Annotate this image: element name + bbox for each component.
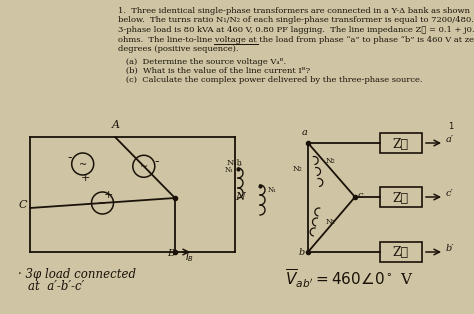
Text: b: b bbox=[299, 248, 305, 257]
Bar bbox=[380, 242, 422, 262]
Text: (c)  Calculate the complex power delivered by the three-phase source.: (c) Calculate the complex power delivere… bbox=[118, 77, 422, 84]
Text: at  a′-b′-c′: at a′-b′-c′ bbox=[28, 280, 84, 293]
Text: a′: a′ bbox=[446, 135, 454, 144]
Text: below.  The turns ratio N₁/N₂ of each single-phase transformer is equal to 7200/: below. The turns ratio N₁/N₂ of each sin… bbox=[118, 17, 474, 24]
Text: 3-phase load is 80 kVA at 460 V, 0.80 PF lagging.  The line impedance Zℓ = 0.1 +: 3-phase load is 80 kVA at 460 V, 0.80 PF… bbox=[118, 26, 474, 34]
Text: ~: ~ bbox=[140, 162, 148, 172]
Text: -: - bbox=[155, 155, 159, 168]
Text: C: C bbox=[19, 200, 27, 210]
Text: c′: c′ bbox=[446, 189, 454, 198]
Text: N₁: N₁ bbox=[225, 166, 234, 174]
Text: N₂: N₂ bbox=[326, 157, 336, 165]
Text: $I_B$: $I_B$ bbox=[185, 250, 194, 264]
Bar bbox=[380, 133, 422, 153]
Text: -: - bbox=[86, 198, 91, 210]
Text: a: a bbox=[302, 128, 308, 137]
Text: +: + bbox=[104, 190, 113, 200]
Text: N₂: N₂ bbox=[326, 218, 336, 226]
Text: Zℓ: Zℓ bbox=[393, 192, 409, 204]
Text: N₁ẖ: N₁ẖ bbox=[227, 158, 243, 166]
Text: b′: b′ bbox=[446, 244, 455, 253]
Text: ~: ~ bbox=[99, 199, 107, 209]
Text: ohms.  The line-to-line voltage at the load from phase “a” to phase “b” is 460 V: ohms. The line-to-line voltage at the lo… bbox=[118, 35, 474, 44]
Text: (a)  Determine the source voltage Vₐᴮ.: (a) Determine the source voltage Vₐᴮ. bbox=[118, 57, 286, 66]
Text: ~: ~ bbox=[79, 160, 87, 170]
Text: -: - bbox=[67, 151, 72, 165]
Text: +: + bbox=[81, 173, 91, 183]
Text: N₁: N₁ bbox=[268, 186, 277, 194]
Text: Zℓ: Zℓ bbox=[393, 138, 409, 150]
Text: c: c bbox=[358, 191, 364, 200]
Bar bbox=[380, 187, 422, 207]
Text: $\overline{V}_{ab'} = 460\angle 0^\circ$ V: $\overline{V}_{ab'} = 460\angle 0^\circ$… bbox=[285, 268, 413, 290]
Text: Zℓ: Zℓ bbox=[393, 246, 409, 259]
Text: degrees (positive sequence).: degrees (positive sequence). bbox=[118, 45, 238, 53]
Text: N₂: N₂ bbox=[293, 165, 303, 173]
Text: 1: 1 bbox=[448, 122, 453, 131]
Text: · 3φ load connected: · 3φ load connected bbox=[18, 268, 136, 281]
Text: 1.  Three identical single-phase transformers are connected in a Y-Δ bank as sho: 1. Three identical single-phase transfor… bbox=[118, 7, 470, 15]
Text: (b)  What is the value of the line current Iᴮ?: (b) What is the value of the line curren… bbox=[118, 67, 310, 75]
Text: N: N bbox=[235, 192, 245, 202]
Text: A: A bbox=[112, 120, 120, 130]
Text: B: B bbox=[167, 249, 174, 258]
